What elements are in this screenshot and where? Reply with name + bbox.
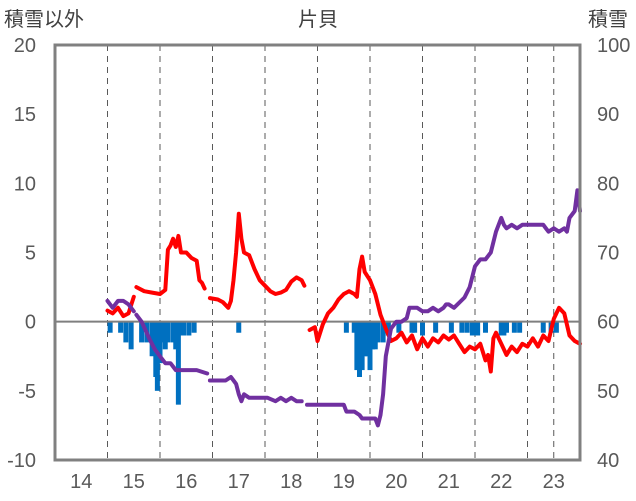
right-axis: 40 50 60 70 80 90 100 bbox=[597, 35, 630, 472]
x-tick-label: 16 bbox=[175, 471, 197, 493]
x-tick-label: 21 bbox=[438, 471, 460, 493]
snow-change-bars bbox=[107, 321, 559, 405]
snow-change-bar bbox=[412, 321, 418, 333]
left-axis-label: 積雪以外 bbox=[4, 8, 84, 31]
snow-change-bar bbox=[380, 321, 386, 343]
x-tick-label: 15 bbox=[123, 471, 145, 493]
snow-change-bar bbox=[517, 321, 523, 333]
snow-change-bar bbox=[372, 321, 378, 350]
snow-change-bar bbox=[175, 321, 181, 405]
purple-series-line bbox=[305, 188, 582, 428]
snow-change-bar bbox=[472, 321, 478, 336]
snow-change-bar bbox=[343, 321, 349, 333]
red-series-line bbox=[307, 254, 582, 374]
snow-change-bar bbox=[357, 321, 362, 377]
plot-frame bbox=[53, 43, 582, 462]
snow-change-bar bbox=[420, 321, 425, 336]
left-tick-label: 5 bbox=[25, 243, 36, 265]
snow-change-bar bbox=[118, 321, 124, 333]
snow-change-bar bbox=[162, 321, 168, 350]
purple-series-line bbox=[207, 375, 304, 404]
snow-change-bar bbox=[157, 321, 163, 364]
snow-change-bar bbox=[128, 321, 134, 350]
snow-change-bar bbox=[149, 321, 155, 357]
left-tick-label: -10 bbox=[7, 450, 36, 472]
snow-change-bar bbox=[504, 321, 509, 333]
right-tick-label: 40 bbox=[597, 450, 619, 472]
snow-change-bar bbox=[354, 321, 360, 371]
snow-change-bar bbox=[186, 321, 192, 336]
snow-change-bar bbox=[409, 321, 415, 333]
right-tick-label: 80 bbox=[597, 173, 619, 195]
snow-change-bar bbox=[362, 321, 368, 357]
left-axis: -10 -5 0 5 10 15 20 bbox=[7, 35, 36, 472]
purple-series-line bbox=[105, 298, 136, 314]
left-tick-label: 20 bbox=[14, 35, 36, 57]
snow-change-bar bbox=[464, 321, 470, 333]
snow-change-bar bbox=[154, 321, 160, 391]
snow-change-bar bbox=[351, 321, 357, 333]
snow-change-bar bbox=[173, 321, 179, 350]
snow-change-bar bbox=[107, 321, 113, 333]
snow-change-bar bbox=[433, 321, 439, 333]
x-tick-label: 23 bbox=[543, 471, 565, 493]
red-series-line bbox=[105, 294, 136, 319]
left-tick-label: -5 bbox=[18, 381, 36, 403]
snow-change-bar bbox=[165, 321, 171, 343]
red-series-line bbox=[134, 233, 207, 296]
snow-change-bar bbox=[364, 321, 370, 357]
x-tick-label: 18 bbox=[280, 471, 302, 493]
snow-change-bar bbox=[475, 321, 481, 336]
snow-change-bar bbox=[359, 321, 365, 371]
snow-change-bar bbox=[448, 321, 454, 333]
snow-change-bar bbox=[139, 321, 145, 343]
purple-series-line bbox=[134, 312, 210, 376]
snow-change-bar bbox=[170, 321, 176, 343]
red-series-line bbox=[207, 211, 307, 310]
chart-title: 片貝 bbox=[298, 8, 338, 31]
right-axis-label: 積雪 bbox=[588, 8, 628, 31]
series-lines bbox=[105, 188, 582, 428]
snow-change-bar bbox=[483, 321, 488, 333]
snow-change-bar bbox=[540, 321, 546, 333]
snow-change-bar bbox=[370, 321, 376, 350]
right-tick-label: 50 bbox=[597, 381, 619, 403]
snow-change-bar bbox=[498, 321, 504, 336]
snow-change-bar bbox=[501, 321, 507, 336]
left-tick-label: 10 bbox=[14, 173, 36, 195]
x-tick-label: 20 bbox=[385, 471, 407, 493]
x-axis: 14 15 16 17 18 19 20 21 22 23 bbox=[70, 471, 565, 493]
right-tick-label: 100 bbox=[597, 35, 630, 57]
x-tick-label: 19 bbox=[333, 471, 355, 493]
snow-change-bar bbox=[123, 321, 129, 343]
x-tick-label: 14 bbox=[70, 471, 92, 493]
snow-change-bar bbox=[178, 321, 184, 336]
right-tick-label: 70 bbox=[597, 243, 619, 265]
right-tick-label: 60 bbox=[597, 312, 619, 334]
x-tick-label: 17 bbox=[228, 471, 250, 493]
snow-change-bar bbox=[160, 321, 166, 343]
snow-change-bar bbox=[181, 321, 187, 336]
left-tick-label: 0 bbox=[25, 312, 36, 334]
left-tick-label: 15 bbox=[14, 104, 36, 126]
snow-change-bar bbox=[367, 321, 373, 371]
x-tick-label: 22 bbox=[490, 471, 512, 493]
snow-change-bar bbox=[385, 321, 391, 336]
snow-change-bar bbox=[396, 321, 402, 333]
snow-change-bar bbox=[459, 321, 465, 333]
grid bbox=[54, 45, 555, 460]
snow-change-bar bbox=[236, 321, 242, 333]
snow-change-bar bbox=[469, 321, 475, 336]
snow-change-bar bbox=[511, 321, 517, 333]
snow-change-bar bbox=[191, 321, 197, 333]
right-tick-label: 90 bbox=[597, 104, 619, 126]
snow-change-bar bbox=[375, 321, 381, 343]
snow-change-bar bbox=[553, 321, 559, 333]
